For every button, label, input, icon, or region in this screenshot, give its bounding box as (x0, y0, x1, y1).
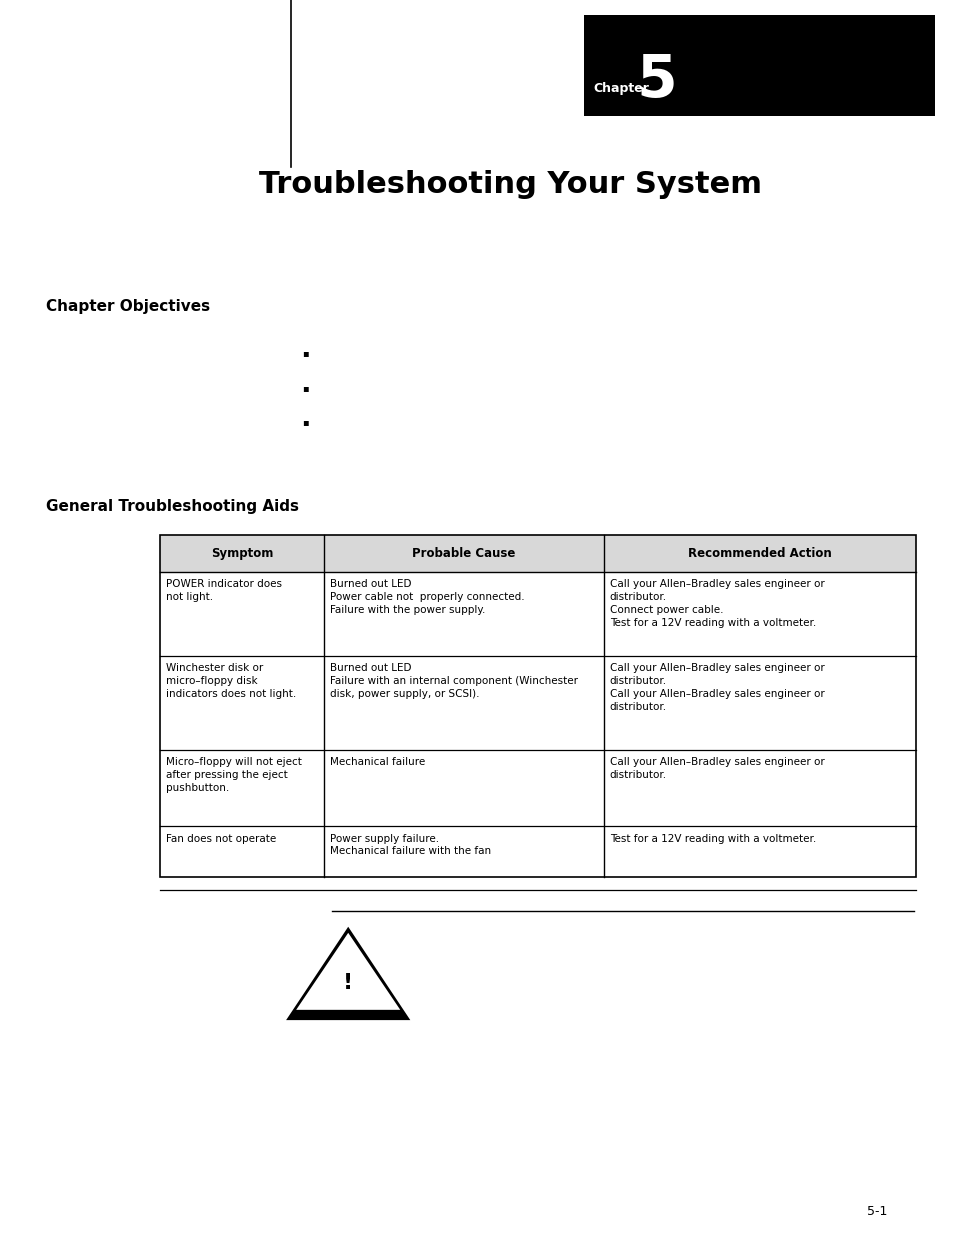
Text: Recommended Action: Recommended Action (687, 547, 831, 559)
Text: Probable Cause: Probable Cause (412, 547, 516, 559)
Text: Call your Allen–Bradley sales engineer or
distributor.: Call your Allen–Bradley sales engineer o… (609, 757, 823, 779)
Text: !: ! (343, 973, 353, 993)
Text: Fan does not operate: Fan does not operate (166, 834, 276, 844)
Polygon shape (286, 926, 410, 1020)
Bar (583, 15, 934, 116)
Polygon shape (295, 932, 400, 1010)
Text: Troubleshooting Your System: Troubleshooting Your System (258, 169, 761, 199)
Text: General Troubleshooting Aids: General Troubleshooting Aids (46, 499, 298, 514)
Text: Call your Allen–Bradley sales engineer or
distributor.
Call your Allen–Bradley s: Call your Allen–Bradley sales engineer o… (609, 663, 823, 711)
Text: 5-1: 5-1 (866, 1204, 887, 1218)
Bar (160, 535, 915, 572)
Text: Symptom: Symptom (211, 547, 274, 559)
Text: Power supply failure.
Mechanical failure with the fan: Power supply failure. Mechanical failure… (330, 834, 491, 856)
Text: Chapter Objectives: Chapter Objectives (46, 299, 210, 314)
Text: Chapter: Chapter (593, 82, 649, 95)
Text: Test for a 12V reading with a voltmeter.: Test for a 12V reading with a voltmeter. (609, 834, 815, 844)
Bar (160, 535, 915, 877)
Text: Winchester disk or
micro–floppy disk
indicators does not light.: Winchester disk or micro–floppy disk ind… (166, 663, 296, 699)
Text: ▪: ▪ (302, 348, 308, 358)
Text: POWER indicator does
not light.: POWER indicator does not light. (166, 579, 282, 601)
Text: Burned out LED
Failure with an internal component (Winchester
disk, power supply: Burned out LED Failure with an internal … (330, 663, 578, 699)
Text: ▪: ▪ (302, 417, 308, 427)
Text: Micro–floppy will not eject
after pressing the eject
pushbutton.: Micro–floppy will not eject after pressi… (166, 757, 301, 793)
Text: Mechanical failure: Mechanical failure (330, 757, 425, 767)
Text: Call your Allen–Bradley sales engineer or
distributor.
Connect power cable.
Test: Call your Allen–Bradley sales engineer o… (609, 579, 823, 627)
Text: 5: 5 (636, 52, 677, 109)
Text: ▪: ▪ (302, 383, 308, 393)
Text: Burned out LED
Power cable not  properly connected.
Failure with the power suppl: Burned out LED Power cable not properly … (330, 579, 524, 615)
